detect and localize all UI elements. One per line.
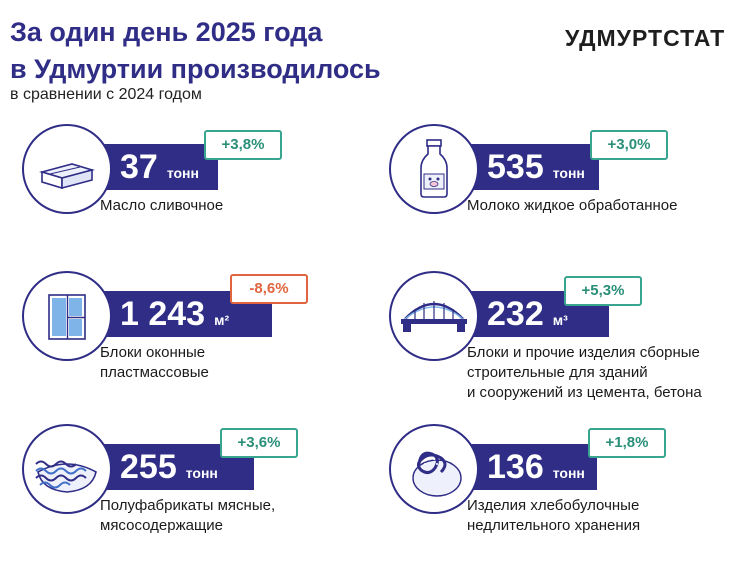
window-icon — [48, 294, 86, 340]
label-line: Полуфабрикаты мясные, — [100, 497, 276, 514]
value-unit: тонн — [552, 165, 585, 181]
stat-card-window: 1 243 м² -8,6% Блоки оконные пластмассов… — [22, 271, 352, 381]
milk-bottle-icon — [420, 139, 448, 198]
value-number: 1 243 — [120, 295, 206, 333]
icon-circle — [22, 124, 112, 214]
icon-circle — [389, 124, 479, 214]
title-line-2: в Удмуртии производилось — [10, 54, 381, 84]
label-line: Изделия хлебобулочные — [467, 497, 640, 514]
page-subtitle: в сравнении с 2024 годом — [10, 86, 202, 103]
icon-circle — [22, 424, 112, 514]
page-title: За один день 2025 года в Удмуртии произв… — [10, 14, 381, 88]
value-box: 255 тонн — [100, 444, 254, 490]
value-box: 232 м³ — [467, 291, 609, 337]
value-number: 136 — [487, 448, 544, 486]
value-unit: тонн — [552, 465, 585, 481]
stat-card-butter: 37 тонн +3,8% Масло сливочное — [22, 124, 352, 234]
label-line: Молоко жидкое обработанное — [467, 197, 678, 214]
label-line: недлительного хранения — [467, 517, 641, 534]
value-number: 535 — [487, 148, 544, 186]
pretzel-icon — [412, 451, 462, 497]
item-label: Изделия хлебобулочные недлительного хран… — [467, 496, 640, 536]
item-label: Блоки и прочие изделия сборные строитель… — [467, 343, 702, 403]
brand-logo: УДМУРТСТАТ — [565, 25, 726, 51]
stat-card-meat: 255 тонн +3,6% Полуфабрикаты мясные, мяс… — [22, 424, 352, 534]
icon-circle — [389, 271, 479, 361]
value-number: 232 — [487, 295, 544, 333]
label-line: Блоки и прочие изделия сборные — [467, 344, 700, 361]
label-line: мясосодержащие — [100, 517, 224, 534]
label-line: и сооружений из цемента, бетона — [467, 384, 702, 401]
label-line: Масло сливочное — [100, 197, 224, 214]
dumplings-icon — [35, 460, 97, 493]
label-line: пластмассовые — [100, 364, 209, 381]
stat-card-milk: 535 тонн +3,0% Молоко жидкое обработанно… — [389, 124, 719, 234]
label-line: Блоки оконные — [100, 344, 206, 361]
value-number: 255 — [120, 448, 177, 486]
value-unit: тонн — [185, 465, 218, 481]
item-label: Блоки оконные пластмассовые — [100, 343, 209, 383]
value-unit: м² — [214, 312, 230, 328]
value-box: 37 тонн — [100, 144, 218, 190]
icon-circle — [389, 424, 479, 514]
change-badge: -8,6% — [230, 274, 308, 304]
change-badge: +1,8% — [588, 428, 666, 458]
stat-card-bakery: 136 тонн +1,8% Изделия хлебобулочные нед… — [389, 424, 719, 534]
value-box: 535 тонн — [467, 144, 599, 190]
stat-card-concrete: 232 м³ +5,3% Блоки и прочие изделия сбор… — [389, 271, 719, 401]
bridge-icon — [401, 301, 467, 332]
item-label: Масло сливочное — [100, 196, 223, 216]
value-unit: тонн — [166, 165, 199, 181]
change-badge: +5,3% — [564, 276, 642, 306]
label-line: строительные для зданий — [467, 364, 648, 381]
change-badge: +3,8% — [204, 130, 282, 160]
value-unit: м³ — [552, 312, 568, 328]
value-number: 37 — [120, 148, 158, 186]
change-badge: +3,6% — [220, 428, 298, 458]
icon-circle — [22, 271, 112, 361]
butter-icon — [39, 163, 95, 190]
title-line-1: За один день 2025 года — [10, 17, 323, 47]
value-box: 136 тонн — [467, 444, 597, 490]
change-badge: +3,0% — [590, 130, 668, 160]
item-label: Молоко жидкое обработанное — [467, 196, 677, 216]
item-label: Полуфабрикаты мясные, мясосодержащие — [100, 496, 275, 536]
